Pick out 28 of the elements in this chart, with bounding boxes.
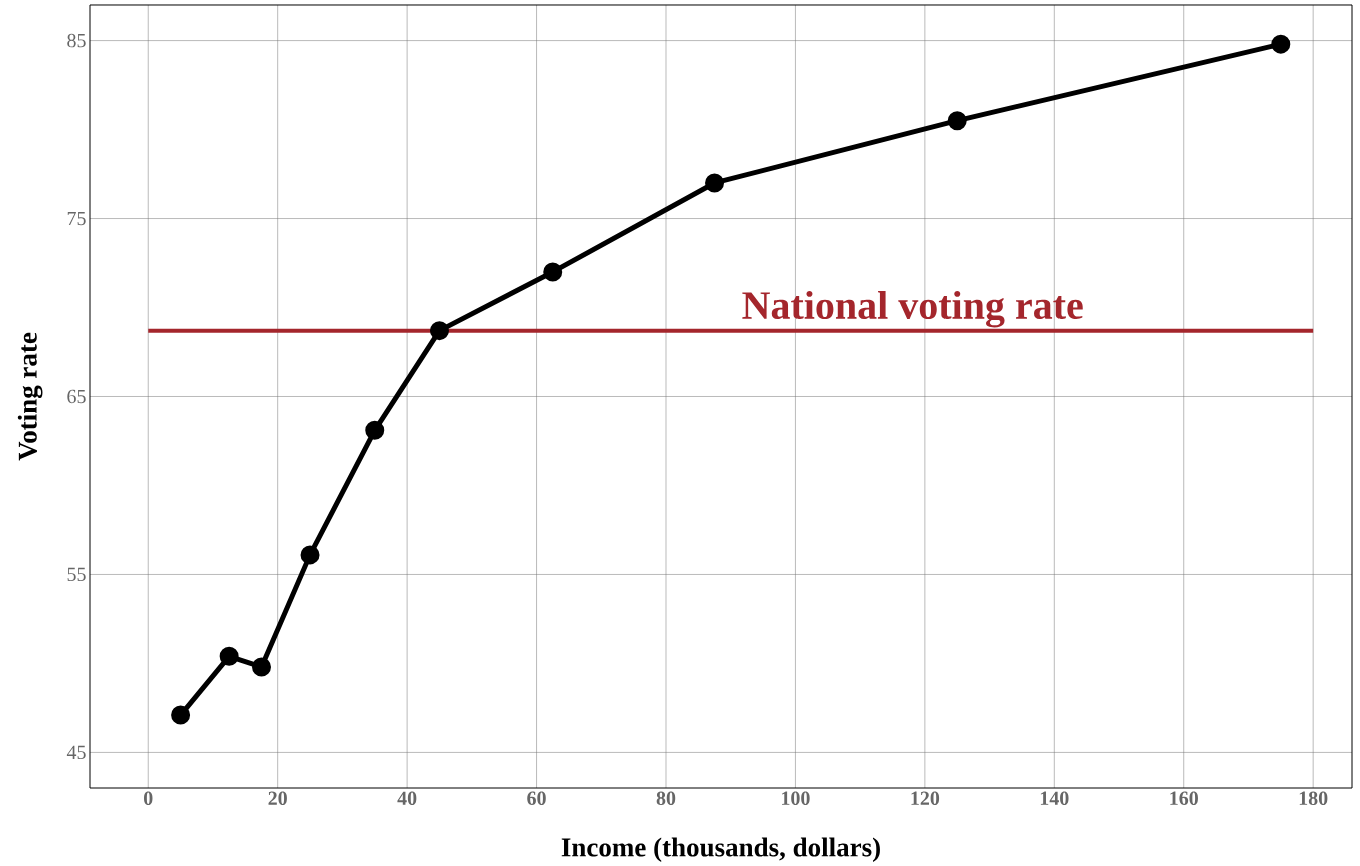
x-tick-label: 80 (656, 791, 676, 806)
point (171, 705, 191, 725)
ref-line-label: National voting rate (742, 290, 1083, 328)
y-axis-title: Voting rate (17, 332, 43, 461)
point (705, 173, 725, 193)
x-tick-label: 60 (527, 791, 546, 806)
point (252, 657, 271, 677)
x-axis-title: Income (thousands, dollars) (561, 837, 880, 863)
point (219, 646, 239, 666)
x-tick-label: 140 (1040, 791, 1069, 806)
x-tick-label: 160 (1170, 791, 1198, 806)
y-tick-label: 85 (67, 33, 86, 48)
x-tick-label: 0 (144, 791, 153, 806)
point (543, 262, 563, 282)
x-tick-label: 180 (1299, 791, 1328, 806)
x-tick-label: 100 (782, 791, 810, 806)
point (300, 545, 320, 565)
y-tick-label: 45 (66, 745, 86, 760)
point (947, 111, 967, 131)
y-tick-label: 65 (67, 389, 86, 404)
y-tick-label: 55 (67, 567, 86, 582)
x-tick-label: 40 (397, 791, 417, 806)
x-tick-label: 120 (911, 791, 940, 806)
point (1271, 34, 1291, 54)
point (365, 420, 385, 440)
x-tick-label: 20 (268, 791, 287, 806)
y-tick-label: 75 (67, 211, 86, 226)
point (429, 321, 449, 341)
